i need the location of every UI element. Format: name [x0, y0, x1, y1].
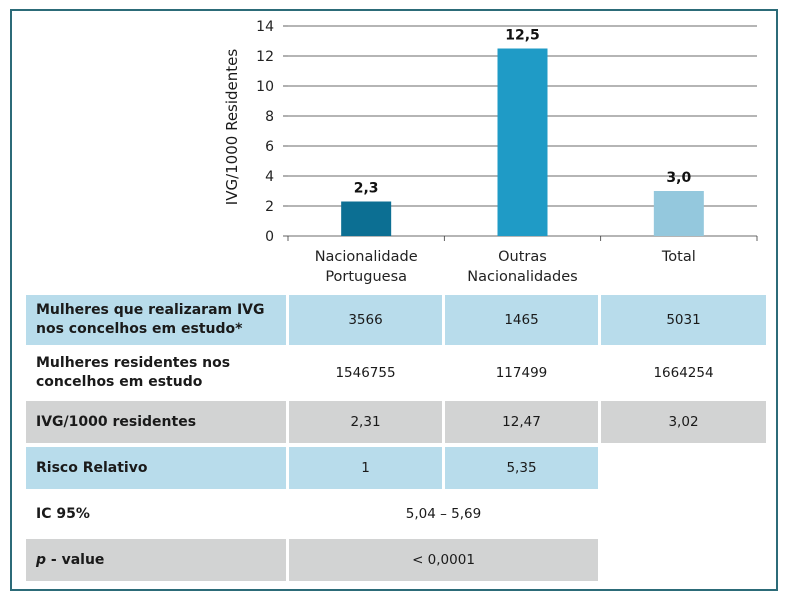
y-axis-label: IVG/1000 Residentes: [223, 48, 241, 206]
cell-rate-pt: 2,31: [289, 401, 442, 443]
cell-ivg-women-other: 1465: [445, 295, 598, 345]
bar-value-label: 12,5: [505, 28, 540, 44]
cell-rate-other: 12,47: [445, 401, 598, 443]
cell-resident-pt: 1546755: [335, 365, 396, 381]
cell-rr-pt: 1: [289, 447, 442, 489]
cell-ci95: 5,04 – 5,69: [405, 506, 482, 522]
cell-ivg-women-total: 5031: [601, 295, 766, 345]
y-tick-label: 14: [256, 19, 274, 35]
y-tick-label: 6: [265, 139, 274, 155]
bar-value-label: 2,3: [354, 181, 379, 197]
row-label-ivg-rate: IVG/1000 residentes: [26, 401, 286, 443]
bar-value-label: 3,0: [666, 170, 691, 186]
row-label-relative-risk: Risco Relativo: [26, 447, 286, 489]
cell-ivg-women-pt: 3566: [289, 295, 442, 345]
y-tick-label: 0: [265, 229, 274, 245]
y-tick-label: 10: [256, 79, 274, 95]
y-tick-label: 2: [265, 199, 274, 215]
x-category-label: Outras: [498, 249, 547, 265]
figure-frame: [10, 9, 778, 591]
row-label-ci95: IC 95%: [36, 505, 90, 522]
x-category-label: Portuguesa: [325, 269, 407, 285]
row-label-ivg-women: Mulheres que realizaram IVG nos concelhos…: [26, 295, 286, 345]
x-category-label: Nacionalidade: [315, 249, 418, 265]
row-label-p-value: p - value: [26, 539, 286, 581]
cell-p-value: < 0,0001: [289, 539, 598, 581]
row-label-resident-women: Mulheres residentes nos concelhos em estu…: [36, 355, 231, 390]
cell-resident-total: 1664254: [653, 365, 714, 381]
bar-chart: 0 2 4 6 8 10 12 14 2,3 Nacionalidade Portuguesa 12,…: [256, 19, 758, 285]
x-category-label: Nacionalidades: [467, 269, 578, 285]
bar: [653, 191, 704, 236]
cell-rr-other: 5,35: [445, 447, 598, 489]
cell-resident-other: 117499: [495, 365, 548, 381]
y-tick-label: 4: [265, 169, 274, 185]
y-tick-label: 12: [256, 49, 274, 65]
x-category-label: Total: [661, 249, 696, 265]
y-tick-label: 8: [265, 109, 274, 125]
bar: [497, 48, 548, 236]
cell-rate-total: 3,02: [601, 401, 766, 443]
bar: [341, 201, 392, 236]
